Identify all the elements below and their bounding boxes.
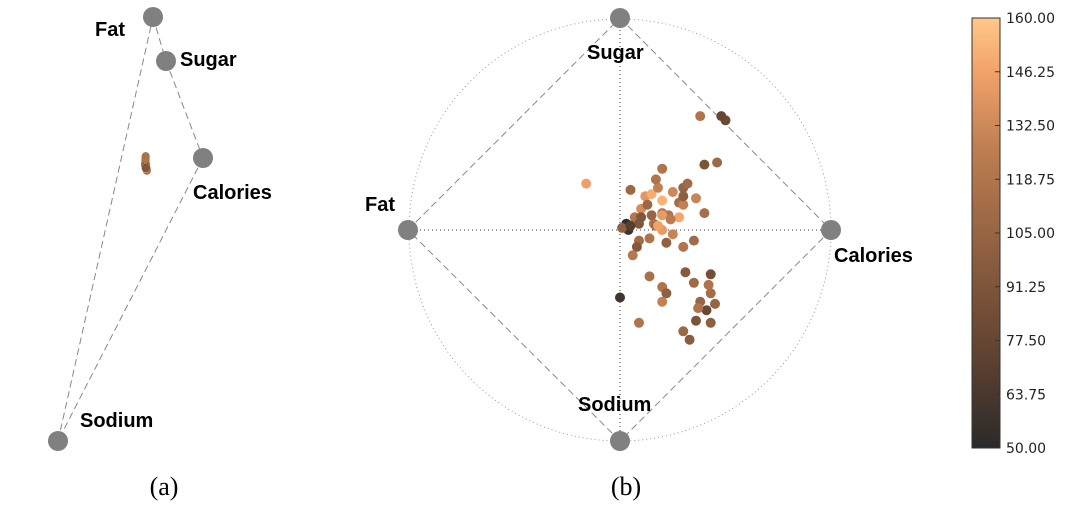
panel-b-point bbox=[657, 296, 668, 307]
panel-b-point bbox=[625, 184, 636, 195]
colorbar: 160.00 146.25 132.50 118.75 105.00 91.25 77.50… bbox=[971, 11, 1055, 457]
anchor-a-calories bbox=[193, 148, 213, 168]
panel-b-point bbox=[653, 220, 663, 231]
panel-a-points bbox=[141, 152, 151, 175]
panel-b-point bbox=[691, 315, 701, 326]
colorbar-tick-label: 118.75 bbox=[1006, 172, 1055, 188]
colorbar-tick-label: 63.75 bbox=[1006, 387, 1046, 403]
panel-b-point bbox=[701, 305, 712, 316]
panel-b-point bbox=[688, 277, 699, 288]
panel-b-point bbox=[705, 317, 716, 328]
anchor-b-fat-label: Fat bbox=[365, 194, 395, 216]
panel-b-point bbox=[699, 208, 710, 219]
panel-b-point bbox=[674, 212, 685, 223]
panel-b-point bbox=[646, 189, 657, 200]
panel-a-caption: (a) bbox=[150, 472, 179, 501]
panel-b-point bbox=[680, 267, 691, 278]
panel-b-point bbox=[636, 212, 647, 223]
colorbar-tick-label: 105.00 bbox=[1006, 226, 1055, 242]
panel-b-point bbox=[693, 303, 704, 314]
panel-b-point bbox=[705, 269, 716, 280]
panel-b-point bbox=[716, 111, 727, 122]
anchor-a-sodium bbox=[48, 431, 68, 451]
anchor-a-sodium-label: Sodium bbox=[80, 410, 153, 432]
anchor-b-calories bbox=[821, 220, 841, 240]
panel-b-points bbox=[581, 111, 731, 345]
panel-b-point bbox=[644, 271, 655, 282]
anchor-a-sugar bbox=[156, 51, 176, 71]
panel-b-point bbox=[625, 220, 636, 231]
panel-b-point bbox=[710, 298, 720, 309]
anchor-b-sugar bbox=[610, 8, 630, 28]
panel-b-point bbox=[691, 193, 701, 204]
panel-b-point bbox=[678, 199, 689, 210]
anchor-b-calories-label: Calories bbox=[834, 245, 913, 267]
panel-b-point bbox=[712, 157, 723, 168]
anchor-b-fat bbox=[398, 220, 418, 240]
colorbar-tick-label: 132.50 bbox=[1006, 119, 1055, 135]
anchor-a-sugar-label: Sugar bbox=[180, 49, 237, 71]
panel-b-radviz: Sugar Calories Sodium Fat (b) bbox=[365, 8, 913, 501]
panel-b-point bbox=[657, 163, 668, 174]
anchor-a-fat-label: Fat bbox=[95, 19, 125, 41]
colorbar-tick-label: 91.25 bbox=[1006, 280, 1046, 296]
colorbar-tick-label: 77.50 bbox=[1006, 334, 1046, 350]
anchor-b-sodium-label: Sodium bbox=[578, 394, 651, 416]
panel-b-point bbox=[705, 288, 716, 299]
panel-a-radviz: Fat Sugar Calories Sodium (a) bbox=[48, 7, 272, 501]
colorbar-tick-label: 50.00 bbox=[1006, 441, 1046, 457]
panel-b-point bbox=[657, 210, 668, 221]
panel-b-point bbox=[678, 326, 689, 337]
panel-a-polygon bbox=[57, 16, 204, 442]
panel-b-point bbox=[644, 233, 655, 244]
panel-b-point bbox=[695, 111, 706, 122]
panel-b-point bbox=[646, 210, 657, 221]
panel-b-point bbox=[650, 174, 661, 185]
panel-b-point bbox=[627, 250, 638, 261]
panel-a-point bbox=[142, 164, 150, 173]
panel-a-point bbox=[141, 152, 150, 161]
anchor-b-sodium bbox=[610, 431, 630, 451]
colorbar-tick-label: 146.25 bbox=[1006, 65, 1055, 81]
panel-b-point bbox=[678, 241, 689, 252]
panel-b-point bbox=[581, 178, 592, 189]
anchor-a-fat bbox=[143, 7, 163, 27]
panel-b-point bbox=[684, 334, 695, 345]
panel-b-point bbox=[703, 279, 714, 290]
panel-b-point bbox=[678, 191, 689, 202]
panel-b-point bbox=[688, 235, 699, 246]
panel-b-point bbox=[615, 292, 625, 303]
panel-b-point bbox=[653, 182, 663, 193]
panel-b-point bbox=[667, 187, 678, 197]
panel-b-point bbox=[667, 229, 678, 240]
panel-b-point bbox=[661, 288, 672, 299]
panel-b-caption: (b) bbox=[611, 472, 641, 501]
anchor-b-sugar-label: Sugar bbox=[587, 42, 644, 64]
panel-b-point bbox=[642, 199, 653, 210]
colorbar-tick-label: 160.00 bbox=[1006, 11, 1055, 27]
panel-b-point bbox=[699, 159, 710, 170]
panel-b-point bbox=[682, 178, 693, 189]
panel-b-point bbox=[617, 222, 628, 233]
panel-b-point bbox=[631, 241, 642, 252]
colorbar-ticks: 160.00 146.25 132.50 118.75 105.00 91.25 77.50… bbox=[995, 11, 1055, 457]
panel-b-point bbox=[665, 214, 676, 225]
anchor-a-calories-label: Calories bbox=[193, 182, 272, 204]
panel-b-point bbox=[661, 237, 672, 248]
panel-b-point bbox=[657, 195, 668, 206]
panel-b-point bbox=[634, 317, 644, 328]
